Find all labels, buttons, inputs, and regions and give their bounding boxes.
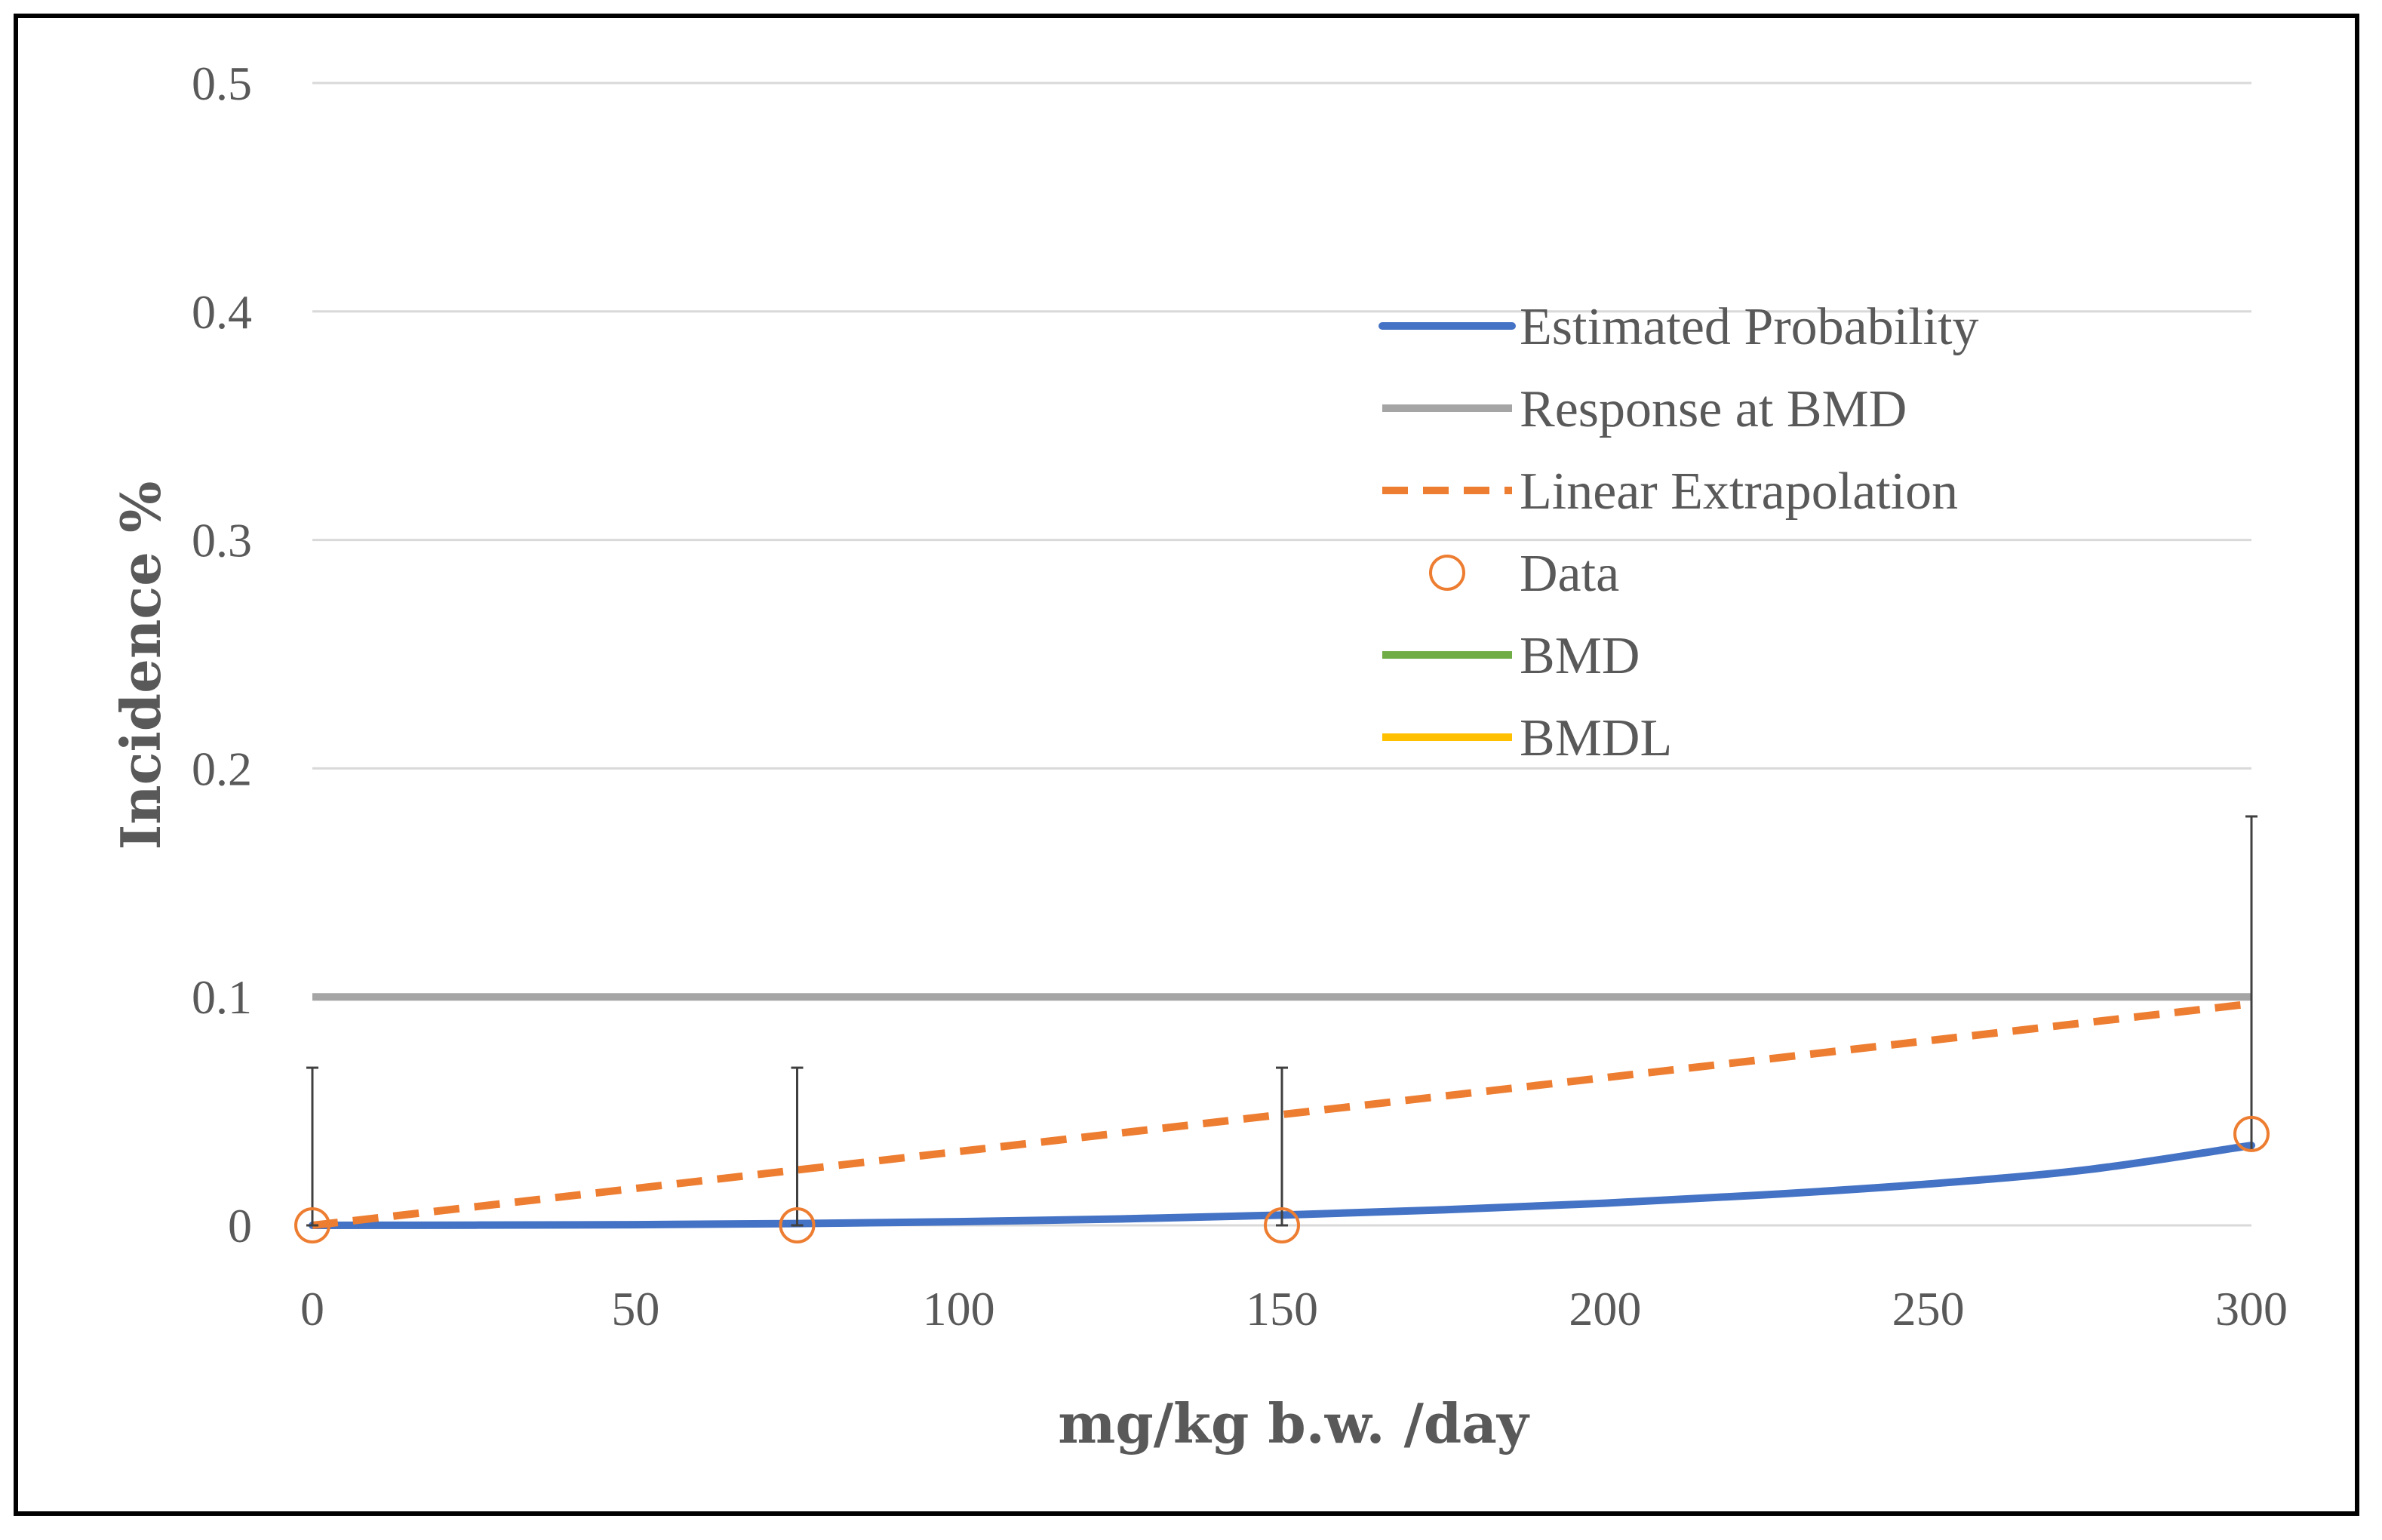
x-tick-label: 50 <box>611 1282 659 1336</box>
x-tick-label: 250 <box>1892 1282 1965 1336</box>
legend-label: BMDL <box>1520 709 1672 767</box>
y-tick-label: 0 <box>228 1199 252 1253</box>
x-tick-label: 200 <box>1569 1282 1641 1336</box>
x-tick-labels: 0 50 100 150 200 250 300 <box>300 1282 2288 1336</box>
error-bars <box>306 815 2258 1227</box>
y-tick-label: 0.5 <box>192 57 252 110</box>
data-point <box>294 1207 330 1243</box>
legend-label: Response at BMD <box>1520 380 1907 438</box>
legend-item: Estimated Probability <box>1378 298 1979 356</box>
chart-frame: 0 0.1 0.2 0.3 0.4 0.5 0 50 100 150 200 250 300 mg/k… <box>14 14 2359 1516</box>
legend-label: Estimated Probability <box>1520 298 1979 356</box>
y-tick-label: 0.4 <box>192 285 252 339</box>
y-tick-label: 0.3 <box>192 514 252 567</box>
data-markers <box>294 1115 2270 1243</box>
legend-item: BMDL <box>1382 709 1672 767</box>
legend-item: BMD <box>1382 627 1640 685</box>
legend-item: Response at BMD <box>1382 380 1907 438</box>
data-point <box>779 1207 816 1243</box>
data-point <box>2233 1115 2270 1152</box>
legend-label: Linear Extrapolation <box>1520 463 1958 521</box>
legend-label: BMD <box>1520 627 1640 685</box>
y-axis-title: Incidence % <box>109 481 173 850</box>
x-tick-label: 0 <box>300 1282 324 1336</box>
x-tick-label: 100 <box>923 1282 995 1336</box>
legend: Estimated Probability Response at BMD Line… <box>1378 298 1979 767</box>
y-tick-label: 0.2 <box>192 742 252 795</box>
dose-response-chart: 0 0.1 0.2 0.3 0.4 0.5 0 50 100 150 200 250 300 mg/k… <box>109 57 2288 1455</box>
legend-swatch-marker <box>1429 555 1465 591</box>
gridlines <box>312 81 2251 1227</box>
legend-item: Linear Extrapolation <box>1382 463 1958 521</box>
y-tick-labels: 0 0.1 0.2 0.3 0.4 0.5 <box>192 57 252 1253</box>
data-point <box>1264 1207 1300 1243</box>
x-tick-label: 150 <box>1246 1282 1318 1336</box>
x-tick-label: 300 <box>2215 1282 2288 1336</box>
legend-item: Data <box>1429 545 1619 603</box>
x-axis-title: mg/kg b.w. /day <box>1058 1391 1530 1455</box>
legend-label: Data <box>1520 545 1619 603</box>
y-tick-label: 0.1 <box>192 970 252 1024</box>
